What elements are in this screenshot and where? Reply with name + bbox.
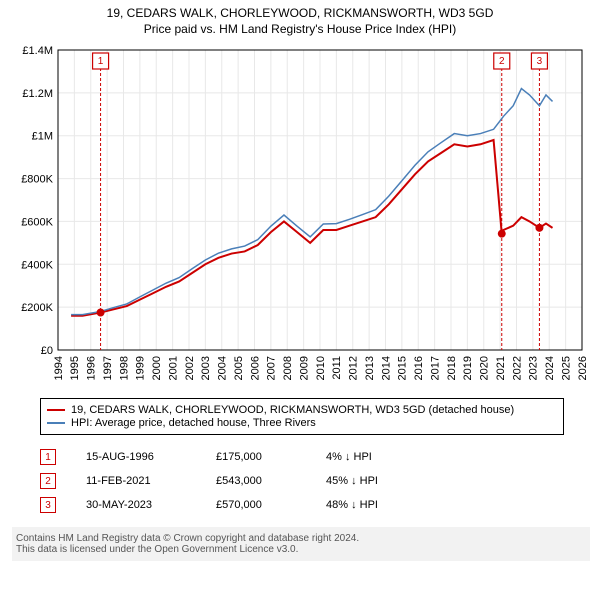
svg-text:1998: 1998 — [118, 356, 130, 380]
table-row: 3 30-MAY-2023 £570,000 48% ↓ HPI — [40, 493, 540, 517]
title-address: 19, CEDARS WALK, CHORLEYWOOD, RICKMANSWO… — [4, 6, 596, 20]
svg-text:2025: 2025 — [560, 356, 572, 380]
svg-text:2022: 2022 — [511, 356, 523, 380]
legend-label: 19, CEDARS WALK, CHORLEYWOOD, RICKMANSWO… — [71, 404, 514, 416]
svg-text:1994: 1994 — [53, 356, 65, 380]
svg-text:2021: 2021 — [495, 356, 507, 380]
tx-date: 11-FEB-2021 — [86, 475, 186, 487]
svg-text:2004: 2004 — [217, 356, 229, 380]
footer: Contains HM Land Registry data © Crown c… — [12, 527, 590, 561]
table-row: 1 15-AUG-1996 £175,000 4% ↓ HPI — [40, 445, 540, 469]
svg-text:2009: 2009 — [298, 356, 310, 380]
svg-text:2005: 2005 — [233, 356, 245, 380]
tx-price: £570,000 — [216, 499, 296, 511]
legend: 19, CEDARS WALK, CHORLEYWOOD, RICKMANSWO… — [40, 398, 564, 435]
tx-delta: 4% ↓ HPI — [326, 451, 426, 463]
svg-text:1: 1 — [98, 56, 104, 67]
tx-delta: 48% ↓ HPI — [326, 499, 426, 511]
svg-text:2010: 2010 — [315, 356, 327, 380]
tx-marker: 2 — [40, 473, 56, 489]
title-subtitle: Price paid vs. HM Land Registry's House … — [4, 22, 596, 36]
svg-text:£400K: £400K — [21, 259, 53, 271]
tx-price: £543,000 — [216, 475, 296, 487]
tx-marker: 1 — [40, 449, 56, 465]
svg-text:£1.2M: £1.2M — [22, 88, 53, 100]
svg-text:3: 3 — [537, 56, 543, 67]
svg-text:2014: 2014 — [380, 356, 392, 380]
svg-text:2006: 2006 — [249, 356, 261, 380]
svg-text:£1.4M: £1.4M — [22, 45, 53, 57]
legend-row: 19, CEDARS WALK, CHORLEYWOOD, RICKMANSWO… — [47, 404, 557, 416]
svg-text:2024: 2024 — [544, 356, 556, 380]
tx-marker: 3 — [40, 497, 56, 513]
svg-text:2016: 2016 — [413, 356, 425, 380]
svg-text:£200K: £200K — [21, 302, 53, 314]
svg-text:2017: 2017 — [429, 356, 441, 380]
svg-text:2001: 2001 — [167, 356, 179, 380]
svg-text:£1M: £1M — [32, 131, 53, 143]
legend-swatch — [47, 422, 65, 424]
tx-date: 15-AUG-1996 — [86, 451, 186, 463]
svg-text:£600K: £600K — [21, 216, 53, 228]
chart: £0 £200K £400K £600K £800K £1M £1.2M £1.4M 1994 1… — [10, 42, 590, 392]
title-block: 19, CEDARS WALK, CHORLEYWOOD, RICKMANSWO… — [0, 0, 600, 38]
page: 19, CEDARS WALK, CHORLEYWOOD, RICKMANSWO… — [0, 0, 600, 561]
svg-text:2026: 2026 — [577, 356, 589, 380]
footer-line: This data is licensed under the Open Gov… — [16, 544, 586, 555]
svg-text:1999: 1999 — [135, 356, 147, 380]
tx-delta: 45% ↓ HPI — [326, 475, 426, 487]
svg-text:2018: 2018 — [446, 356, 458, 380]
footer-line: Contains HM Land Registry data © Crown c… — [16, 533, 586, 544]
chart-svg: £0 £200K £400K £600K £800K £1M £1.2M £1.4M 1994 1… — [10, 42, 590, 392]
svg-text:1995: 1995 — [69, 356, 81, 380]
svg-text:2007: 2007 — [266, 356, 278, 380]
tx-date: 30-MAY-2023 — [86, 499, 186, 511]
svg-text:2003: 2003 — [200, 356, 212, 380]
svg-text:2020: 2020 — [479, 356, 491, 380]
svg-text:2: 2 — [499, 56, 505, 67]
svg-text:2011: 2011 — [331, 356, 343, 380]
legend-swatch — [47, 409, 65, 411]
transactions-table: 1 15-AUG-1996 £175,000 4% ↓ HPI 2 11-FEB… — [40, 445, 540, 517]
svg-text:1996: 1996 — [86, 356, 98, 380]
svg-text:2002: 2002 — [184, 356, 196, 380]
svg-text:2012: 2012 — [348, 356, 360, 380]
svg-text:2013: 2013 — [364, 356, 376, 380]
table-row: 2 11-FEB-2021 £543,000 45% ↓ HPI — [40, 469, 540, 493]
legend-label: HPI: Average price, detached house, Thre… — [71, 417, 316, 429]
tx-price: £175,000 — [216, 451, 296, 463]
svg-text:2015: 2015 — [397, 356, 409, 380]
svg-text:£0: £0 — [41, 345, 53, 357]
legend-row: HPI: Average price, detached house, Thre… — [47, 417, 557, 429]
svg-text:2008: 2008 — [282, 356, 294, 380]
svg-text:£800K: £800K — [21, 174, 53, 186]
svg-text:2019: 2019 — [462, 356, 474, 380]
svg-text:2023: 2023 — [528, 356, 540, 380]
svg-text:1997: 1997 — [102, 356, 114, 380]
svg-text:2000: 2000 — [151, 356, 163, 380]
